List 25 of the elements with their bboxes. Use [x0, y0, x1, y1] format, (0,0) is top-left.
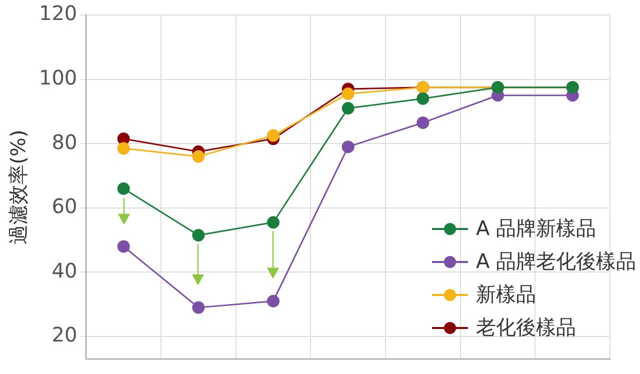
y-axis-title: 過濾效率(%) [6, 130, 30, 244]
y-tick-label: 100 [38, 66, 78, 90]
point [416, 116, 430, 129]
point [192, 301, 205, 314]
point [192, 150, 205, 163]
y-tick-label: 40 [52, 258, 78, 282]
point [416, 92, 430, 105]
point [267, 129, 280, 142]
point [267, 294, 280, 308]
point [117, 182, 130, 195]
point [267, 216, 280, 229]
point [192, 228, 205, 242]
y-tick-label: 20 [52, 322, 78, 347]
point [342, 88, 354, 100]
y-tick-label: 60 [52, 194, 78, 218]
y-tick-label: 80 [52, 130, 78, 154]
legend-label: 老化後樣品 [476, 314, 576, 341]
point [342, 102, 354, 114]
legend-label: A 品牌老化後樣品 [476, 248, 636, 275]
legend-label: 新樣品 [476, 281, 536, 308]
point [342, 140, 354, 154]
point [117, 240, 130, 253]
y-tick-label: 120 [38, 1, 78, 26]
legend-label: A 品牌新樣品 [476, 215, 596, 242]
point [117, 142, 130, 155]
